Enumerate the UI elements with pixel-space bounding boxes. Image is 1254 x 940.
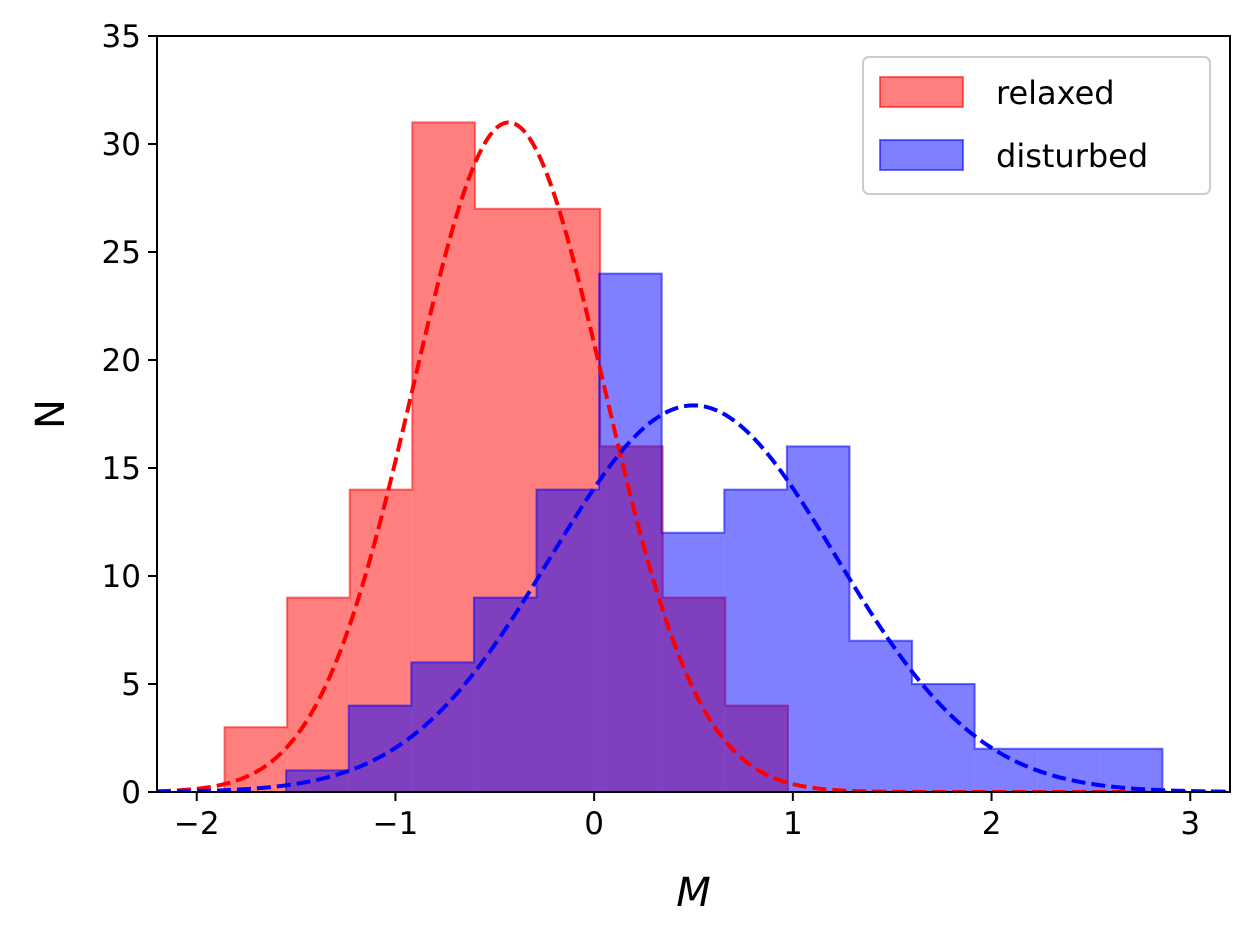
y-tick-label: 20	[102, 343, 141, 379]
legend-label: relaxed	[996, 74, 1115, 112]
plot-frame	[156, 35, 1231, 793]
x-tick-label: 3	[1180, 806, 1200, 842]
legend: relaxed disturbed	[862, 56, 1211, 195]
disturbed-bar	[411, 662, 474, 792]
relaxed-bar	[287, 597, 350, 792]
disturbed-bar	[849, 640, 913, 792]
legend-entry-disturbed: disturbed	[879, 137, 1148, 175]
x-tick-label: 2	[982, 806, 1002, 842]
x-tick-label: −2	[174, 806, 220, 842]
disturbed-bar	[912, 684, 975, 792]
y-axis-label: N	[28, 399, 74, 429]
x-axis: −2 −1 0 1 2 3	[174, 792, 1200, 842]
disturbed-bar	[724, 489, 787, 792]
x-tick-label: −1	[373, 806, 419, 842]
y-tick-label: 35	[102, 19, 141, 55]
disturbed-bar	[1099, 748, 1163, 792]
y-tick-label: 0	[121, 775, 141, 811]
bars-layer	[223, 121, 1164, 793]
legend-swatch	[879, 76, 964, 108]
disturbed-histogram-outline	[285, 272, 1164, 792]
x-tick-label: 1	[783, 806, 803, 842]
legend-label: disturbed	[996, 137, 1148, 175]
x-axis-label: M	[676, 870, 711, 916]
disturbed-bar	[348, 705, 412, 792]
legend-swatch	[879, 139, 964, 171]
x-tick-label: 0	[584, 806, 604, 842]
disturbed-fit-curve	[157, 403, 1230, 792]
relaxed-bar	[224, 727, 288, 792]
y-tick-label: 30	[102, 127, 141, 163]
y-tick-label: 10	[102, 559, 141, 595]
y-axis: 0 5 10 15 20 25 30 35	[102, 19, 157, 811]
disturbed-bar	[661, 532, 725, 792]
disturbed-bar	[536, 489, 600, 792]
fit-curves-layer	[157, 120, 1230, 792]
y-tick-label: 15	[102, 451, 141, 487]
series-disturbed	[285, 272, 1164, 793]
y-tick-label: 25	[102, 235, 141, 271]
disturbed-bar	[1037, 748, 1100, 792]
legend-entry-relaxed: relaxed	[879, 74, 1115, 112]
y-tick-label: 5	[121, 667, 141, 703]
disturbed-bar	[786, 446, 850, 792]
disturbed-bar	[599, 273, 662, 793]
